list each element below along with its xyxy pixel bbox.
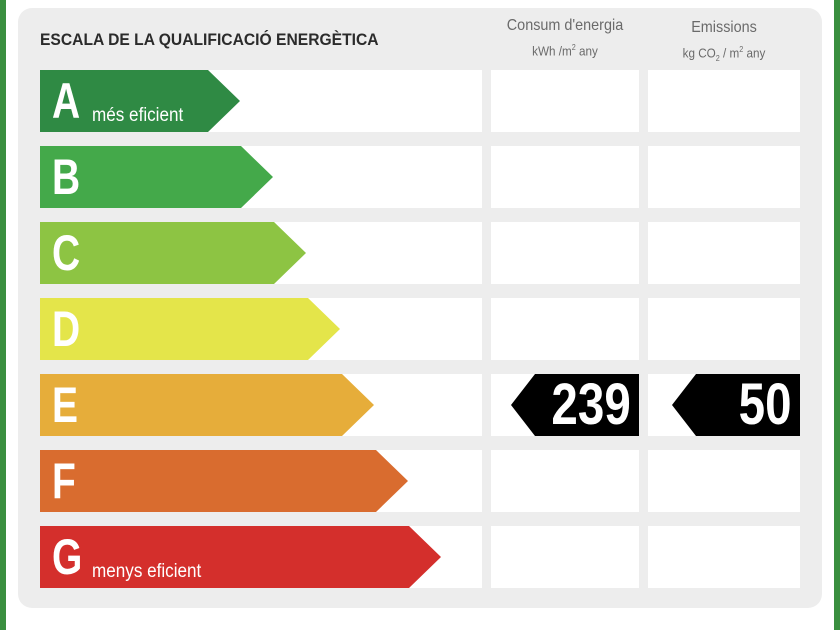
value-arrow-shape (511, 374, 639, 436)
rating-arrow-shape (40, 450, 408, 512)
rating-letter: D (52, 301, 81, 357)
rating-arrow-shape (40, 146, 273, 208)
emissions-cell (648, 526, 800, 588)
emissions-column-header: Emissions kg CO2 / m2 any (656, 17, 793, 70)
rating-bar-d: D (40, 298, 340, 360)
rating-description: menys eficient (92, 561, 202, 582)
emissions-cell (648, 70, 800, 132)
emissions-cell (648, 450, 800, 512)
rating-bar-e: E (40, 374, 374, 436)
rating-letter: F (52, 453, 76, 509)
consumption-unit: kWh /m2 any (532, 43, 598, 59)
rating-bar-c: C (40, 222, 306, 284)
value-number: 50 (739, 372, 792, 437)
value-arrow-shape (672, 374, 800, 436)
consumption-cell (491, 298, 639, 360)
frame-right (834, 0, 840, 630)
rating-bar-f: F (40, 450, 408, 512)
consumption-cell (491, 450, 639, 512)
rating-letter: B (52, 149, 81, 205)
rating-bar-b: B (40, 146, 273, 208)
frame-left (0, 0, 6, 630)
rating-arrow-shape (40, 70, 240, 132)
consumption-cell (491, 526, 639, 588)
rating-arrow-shape (40, 374, 374, 436)
consumption-cell (491, 222, 639, 284)
consumption-cell (491, 146, 639, 208)
rating-letter: E (52, 377, 79, 433)
rating-letter: C (52, 225, 81, 281)
emissions-cell (648, 146, 800, 208)
emissions-unit: kg CO2 / m2 any (682, 45, 766, 63)
emissions-cell (648, 222, 800, 284)
value-number: 239 (551, 372, 631, 437)
consumption-column-header: Consum d'energia kWh /m2 any (498, 15, 631, 62)
rating-arrow-shape (40, 222, 306, 284)
page-title: ESCALA DE LA QUALIFICACIÓ ENERGÈTICA (40, 30, 379, 49)
consumption-value: 239 (511, 374, 639, 436)
consumption-cell (491, 70, 639, 132)
rating-arrow-shape (40, 526, 441, 588)
emissions-value: 50 (672, 374, 800, 436)
rating-letter: A (52, 73, 81, 129)
emissions-cell (648, 298, 800, 360)
rating-letter: G (52, 529, 83, 585)
rating-arrow-shape (40, 298, 340, 360)
emissions-heading: Emissions (691, 19, 757, 36)
consumption-heading: Consum d'energia (506, 17, 624, 34)
rating-description: més eficient (92, 105, 184, 126)
